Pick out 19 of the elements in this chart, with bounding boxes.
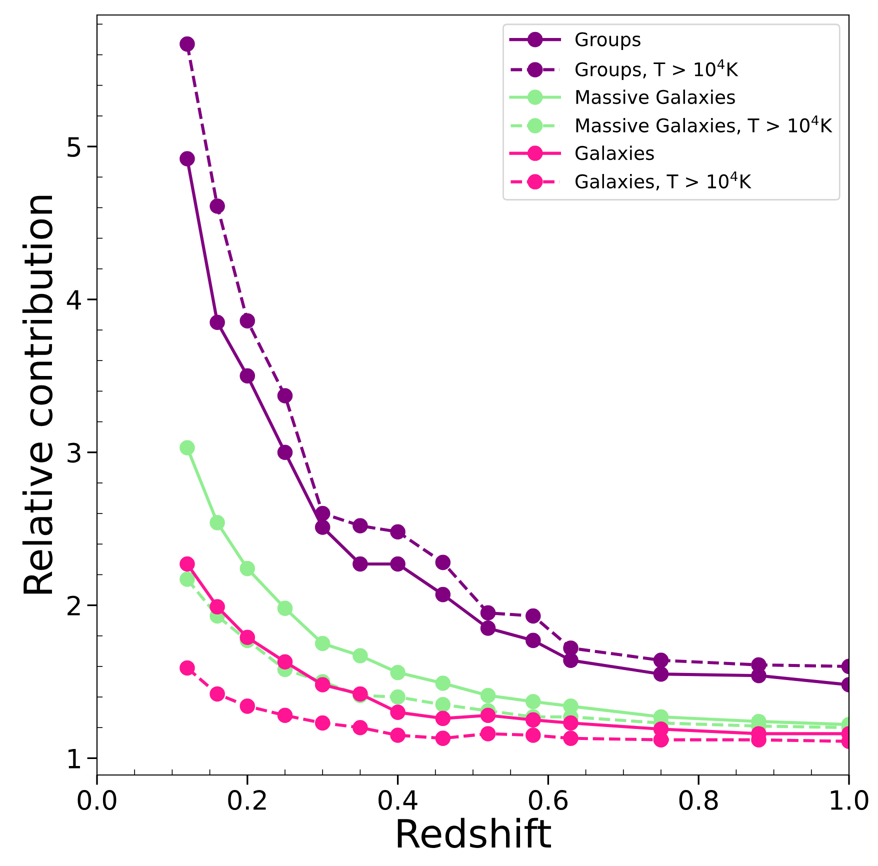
legend-label: Groups: [576, 32, 640, 50]
y-tick-label: 2: [68, 596, 80, 616]
y-axis-title: Relative contribution: [22, 196, 53, 594]
x-tick-label: 0.4: [378, 790, 418, 810]
legend-label: Galaxies: [576, 146, 654, 160]
x-axis-title: Redshift: [398, 818, 551, 848]
legend-label: Groups, T > 10$^{4}$K: [576, 59, 738, 80]
x-tick-label: 0.6: [528, 790, 568, 810]
y-tick-label: 4: [66, 290, 81, 310]
legend-label: Galaxies, T > 10$^{4}$K: [576, 171, 752, 190]
x-tick-label: 1.0: [830, 790, 868, 810]
y-tick-label: 3: [68, 442, 80, 463]
x-tick-label: 0.8: [679, 790, 718, 810]
legend-label: Massive Galaxies: [576, 90, 735, 104]
legend-label: Massive Galaxies, T > 10$^{4}$K: [576, 115, 832, 134]
x-tick-label: 0.0: [78, 790, 116, 810]
x-tick-label: 0.2: [228, 790, 266, 810]
y-tick-label: 1: [68, 748, 80, 768]
y-tick-label: 5: [68, 137, 80, 157]
